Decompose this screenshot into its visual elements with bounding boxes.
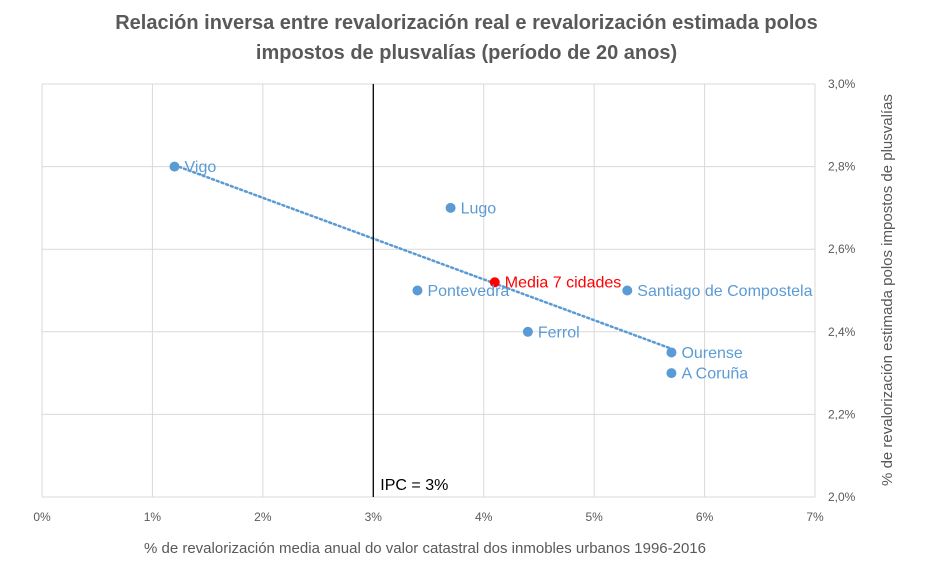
x-axis-title: % de revalorización media anual do valor… — [144, 540, 706, 557]
data-labels: Vigo Lugo Pontevedra Santiago de Compostela… — [185, 159, 813, 383]
x-tick-label: 1% — [144, 510, 162, 524]
y-tick-label: 2,8% — [828, 160, 856, 174]
data-point — [489, 277, 500, 288]
data-label: Pontevedra — [427, 283, 509, 300]
x-tick-label: 7% — [806, 510, 824, 524]
data-label: Ferrol — [538, 324, 580, 341]
x-tick-label: 5% — [585, 510, 603, 524]
x-tick-label: 0% — [33, 510, 51, 524]
y-tick-label: 2,2% — [828, 407, 856, 421]
y-axis-title: % de revalorización estimada polos impos… — [879, 94, 896, 486]
trendline — [173, 163, 673, 350]
data-label: Vigo — [185, 159, 217, 176]
data-label: Ourense — [681, 345, 742, 362]
y-tick-label: 2,6% — [828, 242, 856, 256]
x-tick-label: 4% — [475, 510, 493, 524]
reference-line-layer: IPC = 3% — [372, 84, 448, 497]
data-point — [666, 368, 677, 379]
data-label: Lugo — [461, 200, 497, 217]
reference-line-label: IPC = 3% — [380, 477, 448, 494]
chart-title: Relación inversa entre revalorización re… — [0, 8, 933, 68]
x-tick-label: 2% — [254, 510, 272, 524]
axes: 0% 1% 2% 3% 4% 5% 6% 7% 2,0% 2,2% 2,4% 2,6% 2,8% 3,0% — [33, 77, 855, 524]
chart-title-line-1: Relación inversa entre revalorización re… — [115, 12, 818, 34]
data-point — [169, 161, 180, 172]
data-label: Santiago de Compostela — [637, 283, 812, 300]
data-point — [412, 285, 423, 296]
data-point — [622, 285, 633, 296]
data-points — [169, 161, 677, 379]
data-point — [522, 326, 533, 337]
data-point — [666, 347, 677, 358]
trendline-layer — [173, 163, 673, 350]
chart-title-line-2: impostos de plusvalías (período de 20 an… — [255, 42, 678, 64]
plot-area — [42, 84, 815, 497]
data-label: Media 7 cidades — [505, 275, 622, 292]
data-label: A Coruña — [681, 366, 748, 383]
x-tick-label: 6% — [696, 510, 714, 524]
y-tick-label: 3,0% — [828, 77, 856, 91]
y-tick-label: 2,0% — [828, 490, 856, 504]
x-tick-label: 3% — [365, 510, 383, 524]
data-point — [445, 202, 456, 213]
y-tick-label: 2,4% — [828, 325, 856, 339]
